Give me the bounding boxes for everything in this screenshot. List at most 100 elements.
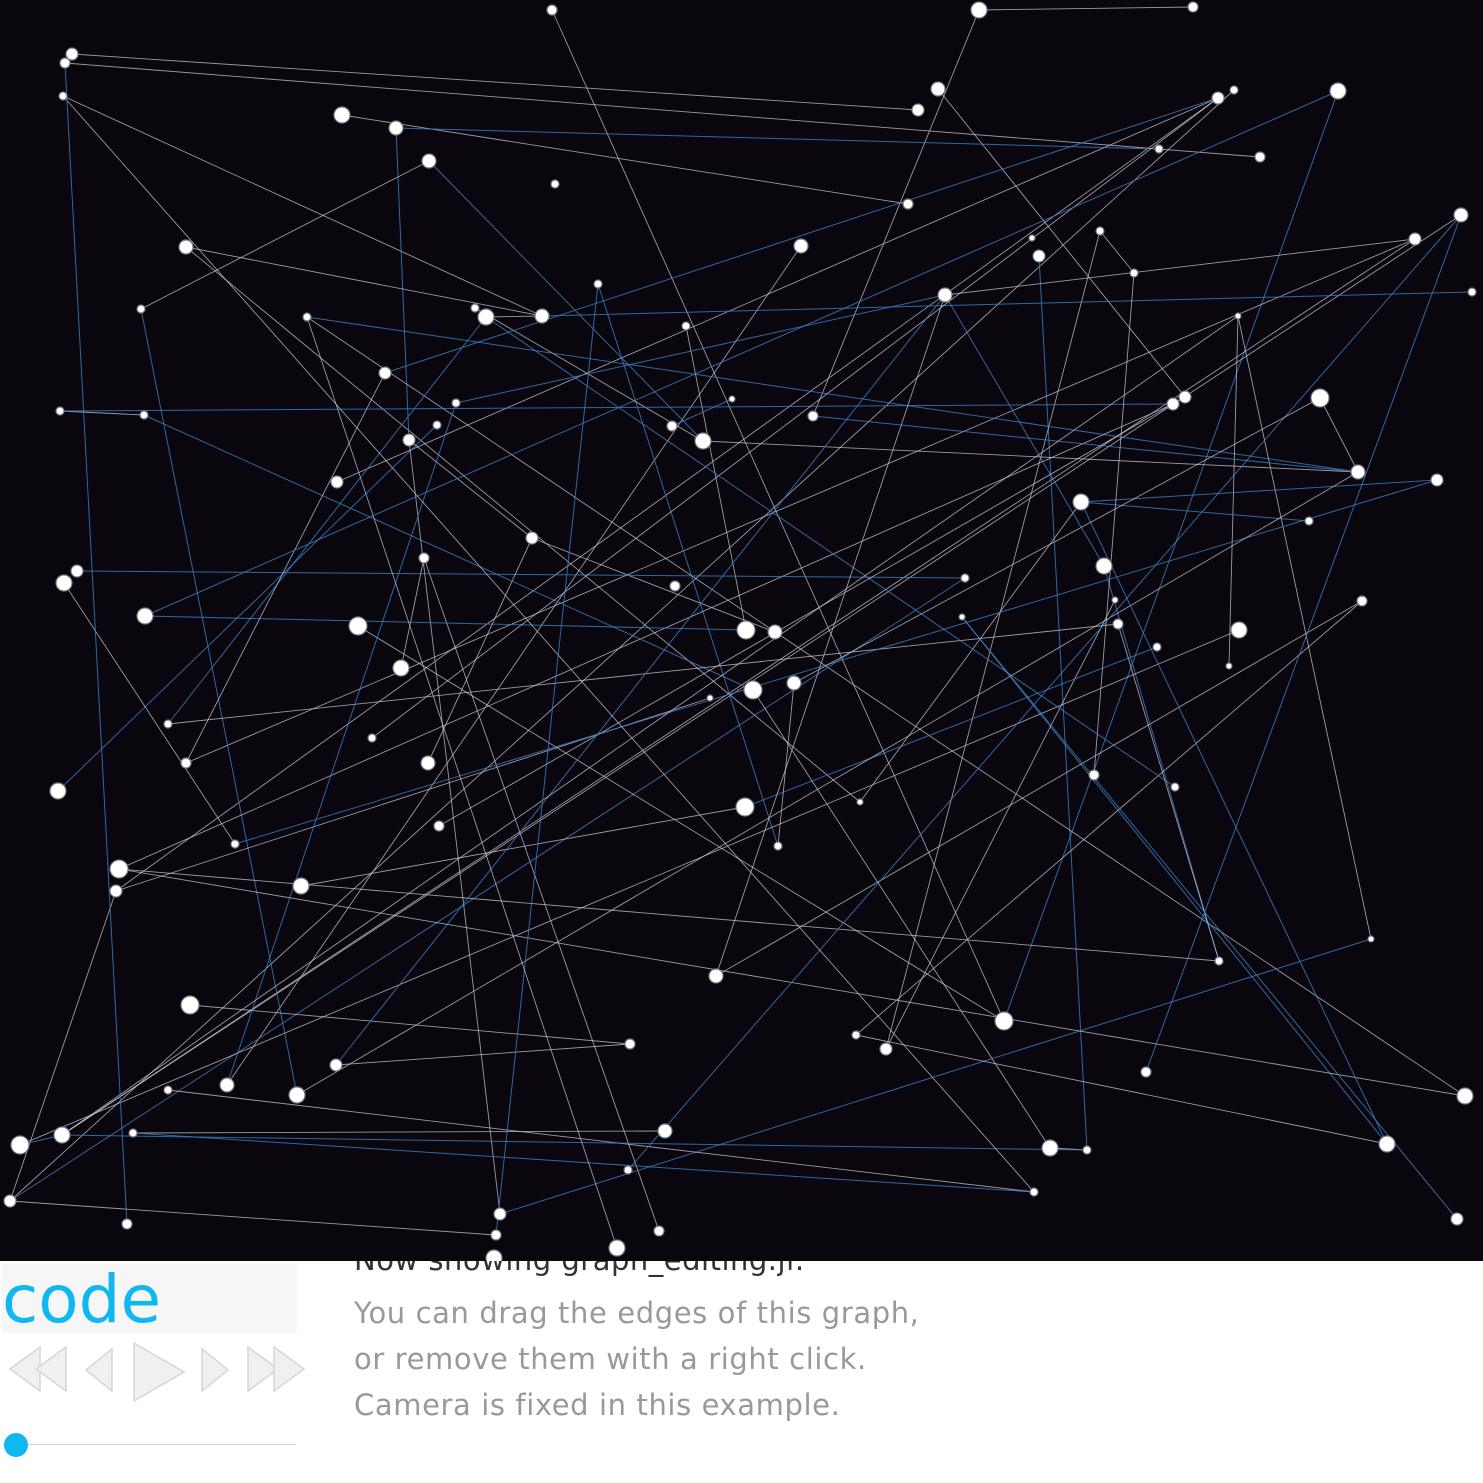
graph-edge[interactable] — [185, 246, 861, 803]
graph-edge[interactable] — [226, 245, 802, 1086]
skip-to-end-icon[interactable] — [246, 1339, 310, 1399]
graph-edge[interactable] — [961, 616, 1458, 1220]
graph-edge[interactable] — [455, 294, 946, 404]
graph-edge[interactable] — [1080, 501, 1310, 522]
graph-edge[interactable] — [63, 582, 236, 845]
graph-edge[interactable] — [812, 9, 980, 417]
graph-edge[interactable] — [715, 294, 946, 977]
graph-edge[interactable] — [185, 238, 1416, 764]
graph-edge[interactable] — [961, 616, 1388, 1145]
graph-edge[interactable] — [61, 315, 1239, 1136]
graph-edge[interactable] — [395, 127, 410, 441]
graph-edge[interactable] — [485, 316, 1176, 788]
graph-edge[interactable] — [62, 95, 1035, 1193]
graph-edge[interactable] — [335, 294, 946, 1066]
graph-edge[interactable] — [132, 1132, 1035, 1193]
graph-edge[interactable] — [1319, 397, 1359, 473]
graph-edge[interactable] — [885, 599, 1116, 1050]
graph-edge[interactable] — [597, 283, 779, 847]
step-back-icon[interactable] — [82, 1339, 116, 1399]
graph-edge[interactable] — [19, 629, 1240, 1146]
graph-edge[interactable] — [64, 62, 128, 1225]
graph-edge[interactable] — [752, 689, 1051, 1149]
graph-edge[interactable] — [702, 440, 1359, 473]
graph-edge[interactable] — [1080, 479, 1438, 503]
graph-edge[interactable] — [978, 6, 1194, 11]
graph-edge[interactable] — [167, 316, 487, 725]
graph-edge[interactable] — [495, 283, 599, 1236]
graph-edge[interactable] — [371, 97, 1219, 739]
graph-edge[interactable] — [144, 90, 1339, 617]
graph-edge[interactable] — [234, 479, 1438, 845]
graph-edge[interactable] — [384, 97, 1219, 374]
graph-canvas[interactable] — [0, 0, 1483, 1261]
graph-edge[interactable] — [71, 53, 919, 111]
graph-edge[interactable] — [859, 501, 1082, 803]
graph-edge[interactable] — [1237, 315, 1372, 940]
graph-edge[interactable] — [1228, 315, 1239, 667]
graph-edge[interactable] — [499, 938, 1372, 1215]
graph-edge[interactable] — [937, 88, 1186, 398]
graph-edge[interactable] — [1003, 90, 1339, 1022]
graph-edge[interactable] — [9, 1200, 497, 1236]
graph-edge[interactable] — [944, 238, 1416, 296]
graph-edge[interactable] — [1103, 565, 1220, 962]
graph-edge[interactable] — [531, 537, 776, 633]
graph-edge[interactable] — [185, 372, 386, 764]
graph-edge[interactable] — [335, 1043, 631, 1066]
graph-edge[interactable] — [357, 625, 1005, 1022]
graph-edge[interactable] — [885, 230, 1101, 1050]
edges-layer[interactable] — [9, 6, 1473, 1249]
graph-edge[interactable] — [296, 471, 1359, 1096]
graph-edge[interactable] — [423, 557, 660, 1232]
graph-edge[interactable] — [64, 62, 1261, 158]
graph-edge[interactable] — [671, 398, 733, 427]
slider-track[interactable] — [16, 1444, 296, 1445]
graph-edge[interactable] — [744, 646, 1158, 808]
graph-edge[interactable] — [400, 557, 425, 669]
play-icon[interactable] — [128, 1339, 188, 1405]
graph-edge[interactable] — [541, 291, 1473, 317]
graph-edge[interactable] — [143, 414, 754, 691]
graph-edge[interactable] — [62, 95, 543, 317]
graph-edge[interactable] — [140, 160, 430, 310]
graph-edge[interactable] — [1038, 255, 1088, 1151]
graph-edge[interactable] — [777, 682, 795, 847]
graph-edge[interactable] — [715, 600, 1363, 977]
graph-edge[interactable] — [9, 577, 966, 1202]
graph-edge[interactable] — [59, 403, 1174, 412]
graph-edge[interactable] — [59, 410, 145, 416]
graph-edge[interactable] — [115, 97, 1219, 892]
graph-edge[interactable] — [189, 1004, 631, 1045]
graph-edge[interactable] — [793, 397, 1321, 684]
graph-edge[interactable] — [185, 246, 543, 317]
graph-edge[interactable] — [61, 1134, 1088, 1151]
graph-edge[interactable] — [9, 890, 117, 1202]
graph-edge[interactable] — [474, 307, 704, 442]
graph-edge[interactable] — [551, 9, 1005, 1022]
graph-edge[interactable] — [855, 600, 1363, 1036]
graph-edge[interactable] — [408, 439, 501, 1215]
graph-edge[interactable] — [427, 537, 533, 764]
graph-edge[interactable] — [812, 415, 1359, 473]
code-button[interactable]: code — [2, 1264, 297, 1336]
graph-edge[interactable] — [1093, 272, 1135, 776]
graph-edge[interactable] — [140, 308, 298, 1096]
skip-to-start-icon[interactable] — [4, 1339, 68, 1399]
graph-edge[interactable] — [144, 615, 747, 631]
graph-edge[interactable] — [408, 439, 533, 539]
graph-edge[interactable] — [395, 127, 1160, 150]
graph-edge[interactable] — [300, 806, 746, 887]
graph-edge[interactable] — [118, 403, 1174, 870]
graph-edge[interactable] — [944, 294, 1105, 567]
graph-edge[interactable] — [76, 570, 966, 579]
graph-edge[interactable] — [167, 1089, 1035, 1193]
graph-edge[interactable] — [57, 424, 438, 792]
graph-edge[interactable] — [428, 160, 704, 442]
graph-edge[interactable] — [61, 238, 1416, 1136]
graph-edge[interactable] — [438, 396, 1186, 827]
graph-edge[interactable] — [485, 315, 543, 318]
step-forward-icon[interactable] — [198, 1339, 232, 1399]
graph-edge[interactable] — [1080, 501, 1388, 1145]
graph-edge[interactable] — [9, 89, 1235, 1202]
